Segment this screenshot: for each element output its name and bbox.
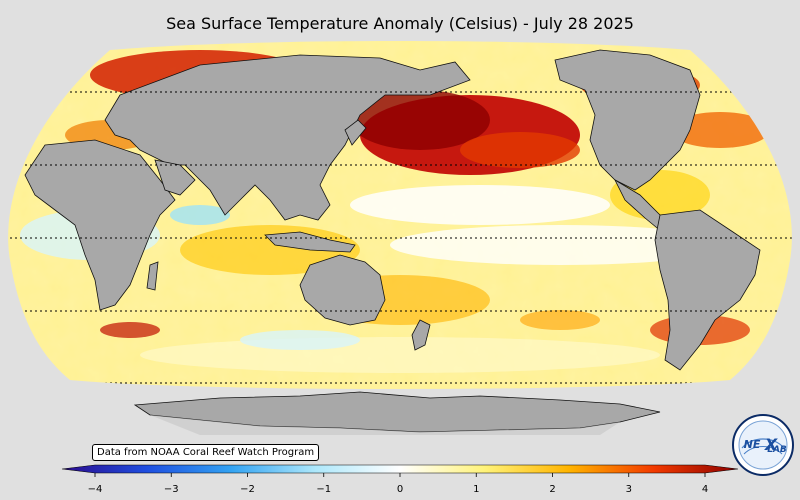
colorbar-tick-label: 1: [473, 484, 480, 495]
colorbar-tick-label: −3: [163, 484, 179, 495]
data-credit-label: Data from NOAA Coral Reef Watch Program: [92, 444, 320, 461]
colorbar: [61, 464, 739, 477]
colorbar-tick-label: −2: [240, 484, 255, 495]
colorbar-tick-label: 3: [625, 484, 632, 495]
nexlab-logo: NE X LAB: [732, 414, 794, 476]
logo-text-right: LAB: [767, 445, 787, 455]
logo-x: X: [764, 435, 778, 454]
colorbar-tick-label: −1: [316, 484, 332, 495]
colorbar-tick-label: 4: [701, 484, 709, 495]
colorbar-gradient: [61, 464, 739, 474]
map-title: Sea Surface Temperature Anomaly (Celsius…: [166, 14, 634, 33]
latitude-lines: [8, 91, 792, 384]
colorbar-tick-label: −4: [87, 484, 103, 495]
sst-anomaly-map: [8, 41, 792, 435]
logo-text-left: NE: [744, 438, 761, 451]
ocean-anomaly-field: [8, 41, 792, 389]
land-masses: [24, 41, 791, 371]
colorbar-tick-label: 0: [396, 484, 404, 495]
colorbar-tick-label: 2: [549, 484, 556, 495]
